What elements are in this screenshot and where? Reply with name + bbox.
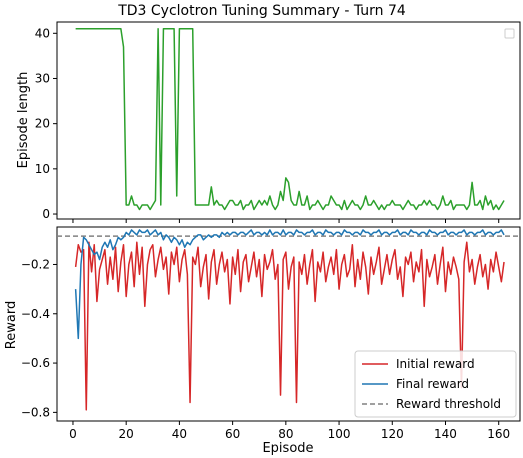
x-tick-label: 20 xyxy=(119,427,134,441)
x-tick-label: 40 xyxy=(172,427,187,441)
y-tick-label: 10 xyxy=(35,162,50,176)
empty-legend-box xyxy=(504,28,515,39)
x-axis-label-episode: Episode xyxy=(262,441,313,456)
y-tick-label: −0.4 xyxy=(21,307,50,321)
x-tick-label: 80 xyxy=(278,427,293,441)
y-tick-label: 20 xyxy=(35,117,50,131)
y-tick-label: 0 xyxy=(42,207,50,221)
legend-label-final-reward: Final reward xyxy=(396,377,469,391)
legend-label-reward-threshold: Reward threshold xyxy=(396,397,501,411)
episode-length-axes: Episode length 0 10 20 30 40 xyxy=(16,21,521,223)
x-tick-label: 160 xyxy=(487,427,510,441)
y-tick-label: −0.6 xyxy=(21,356,50,370)
episode-length-line xyxy=(75,28,505,211)
x-tick-label: 60 xyxy=(225,427,240,441)
axes-frame-bottom xyxy=(56,226,521,422)
y-axis-label-episode-length: Episode length xyxy=(16,72,31,169)
legend: Initial reward Final reward Reward thres… xyxy=(354,350,517,418)
x-tick-label: 120 xyxy=(381,427,404,441)
x-tick-label: 0 xyxy=(69,427,77,441)
final-reward-line xyxy=(74,229,505,340)
initial-reward-line xyxy=(74,241,505,411)
chart-title: TD3 Cyclotron Tuning Summary - Turn 74 xyxy=(117,3,406,19)
reward-axes: Reward Episode Initial reward Final rewa… xyxy=(4,226,521,456)
x-tick-label: 140 xyxy=(434,427,457,441)
y-axis-label-reward: Reward xyxy=(4,301,19,349)
y-tick-label: 30 xyxy=(35,71,50,85)
legend-label-initial-reward: Initial reward xyxy=(396,357,475,371)
legend-box xyxy=(354,350,517,418)
y-tick-label: −0.2 xyxy=(21,257,50,271)
y-tick-label: 40 xyxy=(35,26,50,40)
x-tick-label: 100 xyxy=(328,427,351,441)
y-tick-label: −0.8 xyxy=(21,405,50,419)
axes-frame-top xyxy=(56,21,521,220)
